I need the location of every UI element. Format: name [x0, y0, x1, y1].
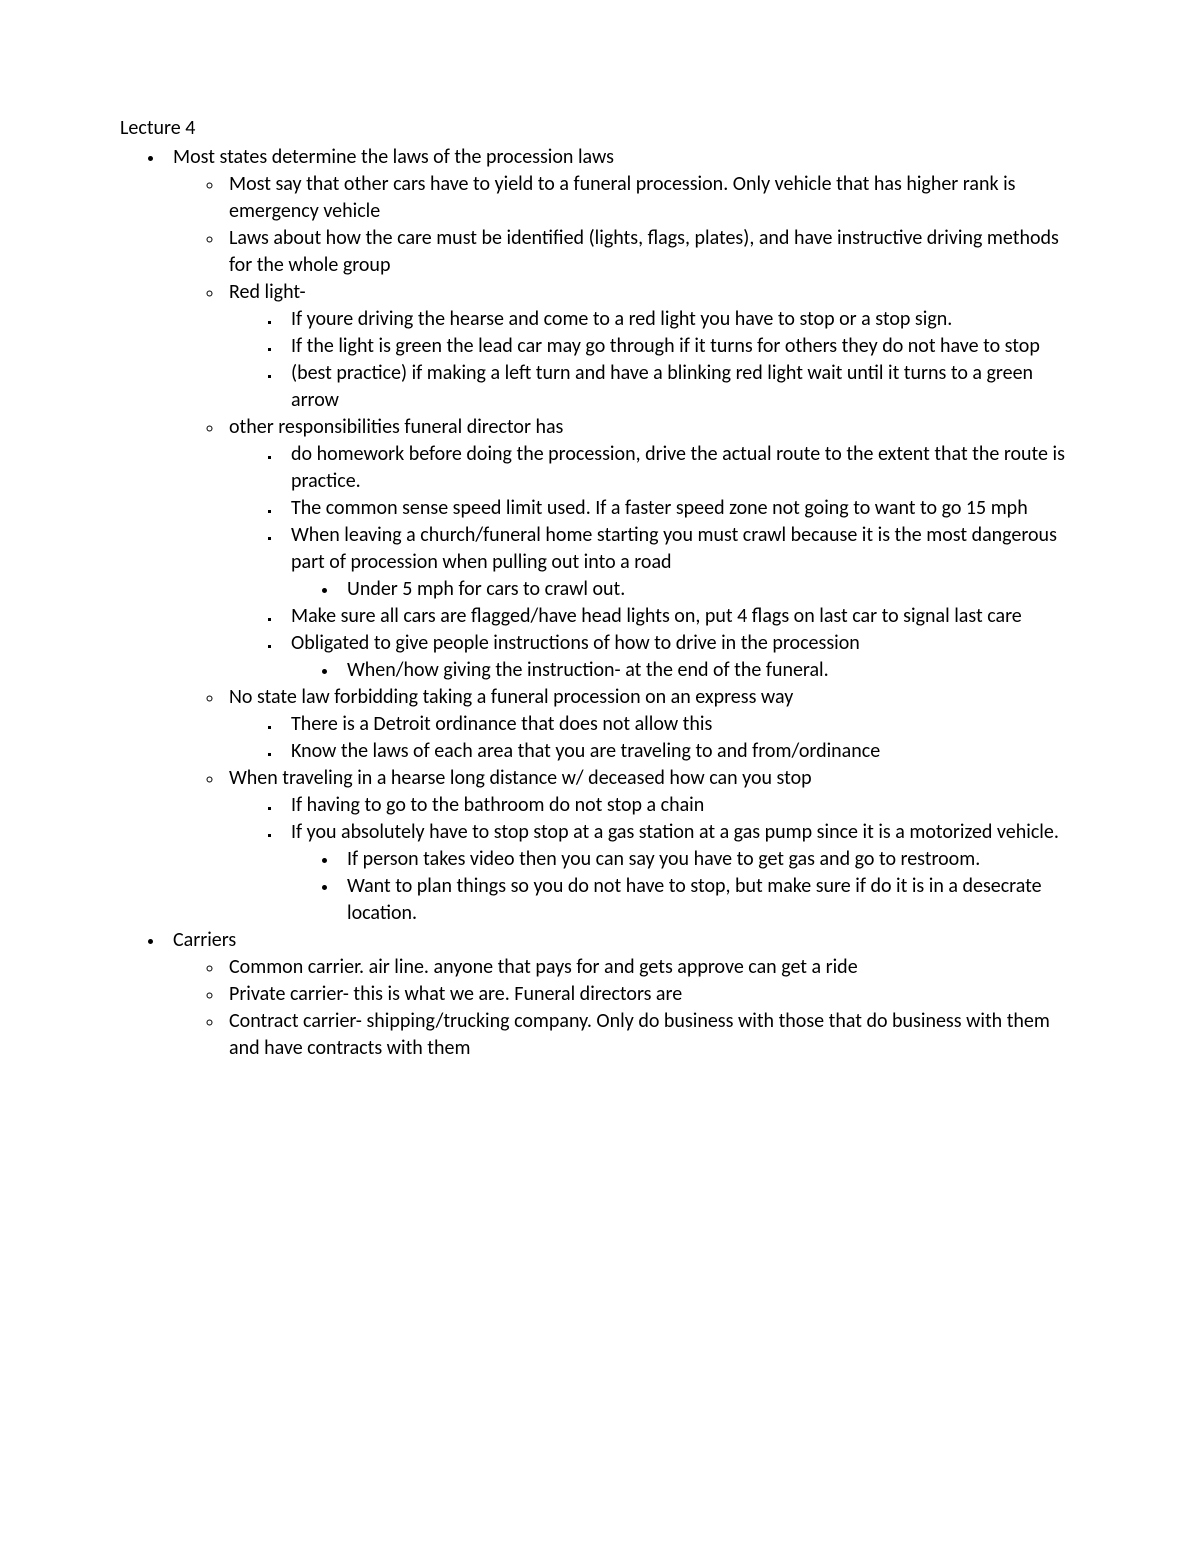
list-item: CarriersCommon carrier. air line. anyone… [165, 927, 1080, 1062]
list-item: Contract carrier- shipping/trucking comp… [223, 1008, 1080, 1062]
list-item: Red light-If youre driving the hearse an… [223, 279, 1080, 414]
nested-list: If youre driving the hearse and come to … [223, 306, 1080, 414]
list-item-text: If person takes video then you can say y… [339, 846, 1067, 873]
list-item: Under 5 mph for cars to crawl out. [339, 576, 1080, 603]
list-item: No state law forbidding taking a funeral… [223, 684, 1080, 765]
list-item-text: Want to plan things so you do not have t… [339, 873, 1067, 927]
list-item-text: Red light- [223, 279, 1069, 306]
list-item-text: If having to go to the bathroom do not s… [281, 792, 1071, 819]
list-item-text: (best practice) if making a left turn an… [281, 360, 1071, 414]
nested-list: do homework before doing the procession,… [223, 441, 1080, 684]
list-item: If person takes video then you can say y… [339, 846, 1080, 873]
nested-list: When/how giving the instruction- at the … [281, 657, 1080, 684]
list-item-text: Make sure all cars are flagged/have head… [281, 603, 1071, 630]
list-item: If youre driving the hearse and come to … [281, 306, 1080, 333]
list-item-text: When leaving a church/funeral home start… [281, 522, 1071, 576]
list-item: Most states determine the laws of the pr… [165, 144, 1080, 927]
list-item: When leaving a church/funeral home start… [281, 522, 1080, 603]
list-item: (best practice) if making a left turn an… [281, 360, 1080, 414]
list-item: Private carrier- this is what we are. Fu… [223, 981, 1080, 1008]
nested-list: If person takes video then you can say y… [281, 846, 1080, 927]
list-item-text: Most states determine the laws of the pr… [165, 144, 1073, 171]
page-title: Lecture 4 [120, 115, 1080, 142]
list-item: When/how giving the instruction- at the … [339, 657, 1080, 684]
document-page: Lecture 4 Most states determine the laws… [0, 0, 1200, 1182]
list-item-text: If youre driving the hearse and come to … [281, 306, 1071, 333]
list-item-text: When traveling in a hearse long distance… [223, 765, 1069, 792]
list-item-text: Laws about how the care must be identifi… [223, 225, 1069, 279]
list-item: other responsibilities funeral director … [223, 414, 1080, 684]
list-item-text: do homework before doing the procession,… [281, 441, 1071, 495]
nested-list: Under 5 mph for cars to crawl out. [281, 576, 1080, 603]
list-item: Most say that other cars have to yield t… [223, 171, 1080, 225]
list-item-text: No state law forbidding taking a funeral… [223, 684, 1069, 711]
list-item-text: Obligated to give people instructions of… [281, 630, 1071, 657]
list-item: If you absolutely have to stop stop at a… [281, 819, 1080, 927]
nested-list: If having to go to the bathroom do not s… [223, 792, 1080, 927]
list-item-text: Most say that other cars have to yield t… [223, 171, 1069, 225]
list-item-text: If you absolutely have to stop stop at a… [281, 819, 1071, 846]
list-item-text: Under 5 mph for cars to crawl out. [339, 576, 1067, 603]
list-item: Laws about how the care must be identifi… [223, 225, 1080, 279]
list-item-text: When/how giving the instruction- at the … [339, 657, 1067, 684]
list-item: Make sure all cars are flagged/have head… [281, 603, 1080, 630]
list-item: If the light is green the lead car may g… [281, 333, 1080, 360]
list-item: When traveling in a hearse long distance… [223, 765, 1080, 927]
list-item-text: Private carrier- this is what we are. Fu… [223, 981, 1069, 1008]
nested-list: Common carrier. air line. anyone that pa… [165, 954, 1080, 1062]
list-item: do homework before doing the procession,… [281, 441, 1080, 495]
list-item: Obligated to give people instructions of… [281, 630, 1080, 684]
list-item-text: If the light is green the lead car may g… [281, 333, 1071, 360]
list-item: Want to plan things so you do not have t… [339, 873, 1080, 927]
list-item: Know the laws of each area that you are … [281, 738, 1080, 765]
list-item: There is a Detroit ordinance that does n… [281, 711, 1080, 738]
nested-list: There is a Detroit ordinance that does n… [223, 711, 1080, 765]
list-item-text: Carriers [165, 927, 1073, 954]
list-item: If having to go to the bathroom do not s… [281, 792, 1080, 819]
list-item-text: other responsibilities funeral director … [223, 414, 1069, 441]
list-item: Common carrier. air line. anyone that pa… [223, 954, 1080, 981]
list-item: The common sense speed limit used. If a … [281, 495, 1080, 522]
list-item-text: Common carrier. air line. anyone that pa… [223, 954, 1069, 981]
list-item-text: The common sense speed limit used. If a … [281, 495, 1071, 522]
list-item-text: Contract carrier- shipping/trucking comp… [223, 1008, 1069, 1062]
nested-list: Most say that other cars have to yield t… [165, 171, 1080, 927]
list-item-text: Know the laws of each area that you are … [281, 738, 1071, 765]
outline-root: Most states determine the laws of the pr… [120, 144, 1080, 1062]
list-item-text: There is a Detroit ordinance that does n… [281, 711, 1071, 738]
